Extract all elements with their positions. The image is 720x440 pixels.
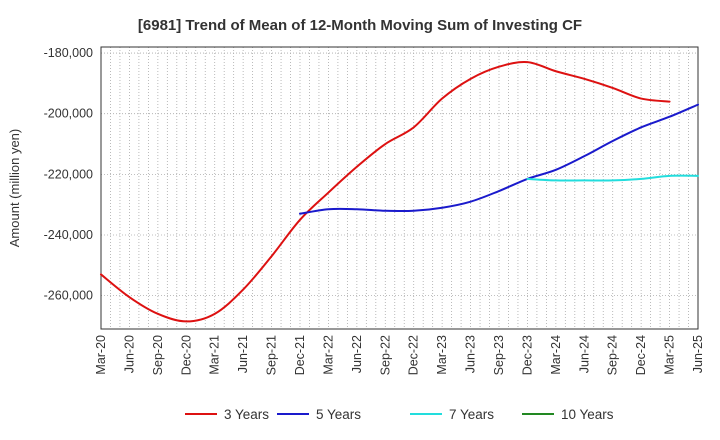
legend-label-3-years: 3 Years <box>224 407 269 422</box>
x-tick-label: Mar-24 <box>549 335 563 375</box>
x-tick-label: Dec-20 <box>179 335 193 375</box>
chart-title: [6981] Trend of Mean of 12-Month Moving … <box>138 17 582 34</box>
x-tick-label: Jun-21 <box>236 335 250 373</box>
y-axis-label: Amount (million yen) <box>7 129 22 248</box>
x-tick-label: Jun-24 <box>577 335 591 373</box>
x-tick-label: Jun-25 <box>691 335 705 373</box>
series-line-7-years <box>526 174 699 182</box>
x-tick-label: Jun-20 <box>122 335 136 373</box>
y-tick-label: -220,000 <box>44 167 93 181</box>
x-tick-label: Mar-20 <box>94 335 108 375</box>
grid <box>101 47 698 329</box>
x-tick-label: Dec-22 <box>407 335 421 375</box>
y-axis: -180,000 -200,000 -220,000 -240,000 -260,000 <box>44 46 93 303</box>
x-tick-label: Sep-20 <box>151 335 165 375</box>
series-line-5-years <box>299 103 699 215</box>
y-tick-label: -200,000 <box>44 107 93 121</box>
legend-label-7-years: 7 Years <box>449 407 494 422</box>
x-tick-label: Dec-23 <box>520 335 534 375</box>
x-axis: Mar-20 Jun-20 Sep-20 Dec-20 Mar-21 Jun-21 Sep-… <box>94 335 705 375</box>
legend: 3 Years 5 Years 7 Years 10 Years <box>185 407 614 422</box>
legend-label-10-years: 10 Years <box>561 407 614 422</box>
x-tick-label: Mar-25 <box>663 335 677 375</box>
y-tick-label: -260,000 <box>44 289 93 303</box>
x-tick-label: Mar-21 <box>208 335 222 375</box>
series-line-3-years <box>100 61 671 323</box>
x-tick-label: Mar-23 <box>435 335 449 375</box>
plot-area <box>101 47 698 329</box>
x-tick-label: Dec-21 <box>293 335 307 375</box>
y-tick-label: -240,000 <box>44 228 93 242</box>
y-tick-label: -180,000 <box>44 46 93 60</box>
x-tick-label: Jun-22 <box>350 335 364 373</box>
x-tick-label: Sep-23 <box>492 335 506 375</box>
x-tick-label: Sep-21 <box>265 335 279 375</box>
x-tick-label: Sep-24 <box>606 335 620 375</box>
plot-border <box>100 46 699 330</box>
x-tick-label: Mar-22 <box>321 335 335 375</box>
x-tick-label: Sep-22 <box>378 335 392 375</box>
series-layer <box>100 61 699 323</box>
x-tick-label: Dec-24 <box>634 335 648 375</box>
legend-label-5-years: 5 Years <box>316 407 361 422</box>
x-tick-label: Jun-23 <box>464 335 478 373</box>
